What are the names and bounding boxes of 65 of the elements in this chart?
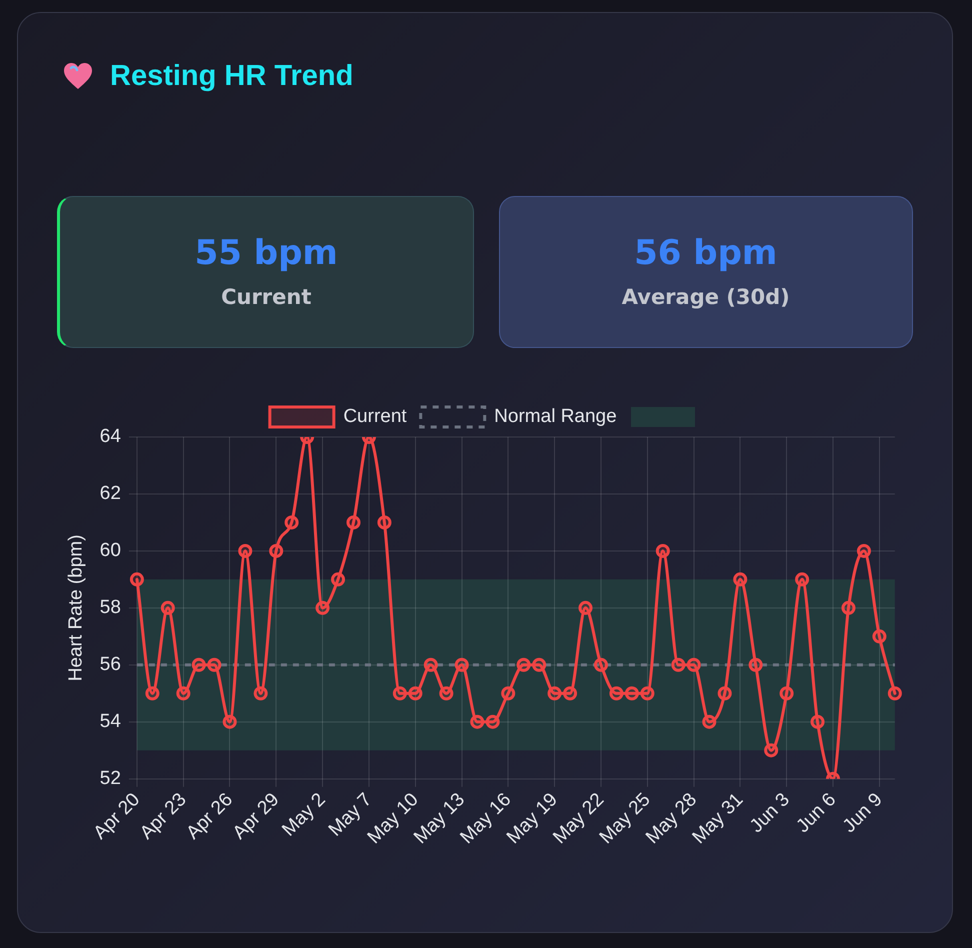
text: 56 bpm: [633, 233, 778, 273]
point: [486, 714, 500, 729]
point: [764, 743, 778, 758]
point: [454, 658, 469, 672]
legend-label: Current: [343, 406, 408, 428]
text: Current: [220, 284, 312, 310]
text: 55 bpm: [194, 233, 339, 273]
point: [269, 544, 284, 558]
point: [130, 572, 144, 586]
legend-label: Normal Range: [494, 406, 617, 428]
point: [872, 629, 886, 644]
point: [346, 515, 360, 530]
point: [686, 658, 701, 672]
y-tick-label: 56: [100, 654, 121, 676]
point: [640, 686, 654, 700]
point: [145, 686, 160, 700]
point: [594, 658, 608, 672]
point: [609, 686, 624, 700]
point: [377, 515, 392, 530]
y-axis-title: Heart Rate (bpm): [66, 534, 87, 682]
y-tick-label: 58: [100, 597, 121, 618]
y-tick-label: 64: [100, 426, 122, 448]
y-tick-label: 54: [100, 711, 122, 732]
point: [160, 600, 175, 615]
point: [424, 658, 438, 672]
text: Average (30d): [620, 284, 791, 310]
point: [748, 658, 763, 672]
point: [624, 686, 639, 700]
point: [470, 714, 484, 729]
point: [254, 686, 268, 700]
point: [548, 686, 562, 700]
point: [207, 658, 222, 672]
point: [718, 686, 732, 700]
point: [578, 600, 593, 615]
y-tick-label: 52: [100, 768, 121, 790]
point: [331, 572, 346, 586]
point: [795, 572, 810, 586]
point: [780, 686, 794, 700]
x-tick-label: Jun 6: [792, 789, 840, 837]
point: [563, 686, 578, 700]
y-tick-label: 60: [100, 540, 121, 562]
point: [316, 600, 330, 615]
point: [284, 515, 299, 530]
point: [516, 658, 531, 672]
point: [439, 686, 454, 700]
point: [841, 600, 856, 615]
point: [176, 686, 190, 700]
point: [532, 658, 546, 672]
point: [392, 686, 407, 700]
point: [810, 714, 825, 729]
point: [408, 686, 422, 700]
chart-title: Resting HR Trend: [110, 60, 354, 92]
point: [222, 714, 237, 729]
x-tick-label: Jun 9: [838, 789, 887, 837]
point: [238, 544, 252, 558]
point: [702, 714, 716, 729]
point: [192, 658, 206, 672]
point: [888, 686, 902, 700]
point: [501, 686, 516, 700]
point: [656, 544, 670, 558]
point: [671, 658, 686, 672]
y-tick-label: 62: [100, 483, 121, 504]
x-tick-label: Jun 3: [746, 789, 794, 837]
point: [856, 544, 871, 558]
point: [733, 572, 748, 586]
